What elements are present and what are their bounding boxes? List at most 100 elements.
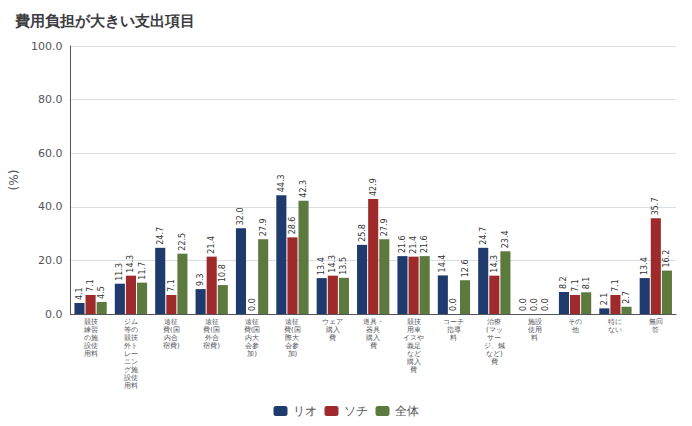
- svg-text:0.0: 0.0: [530, 298, 539, 311]
- svg-text:費用負担が大きい支出項目: 費用負担が大きい支出項目: [14, 12, 195, 30]
- svg-text:ウェア: ウェア: [322, 318, 343, 326]
- svg-text:遠征: 遠征: [285, 318, 299, 326]
- svg-text:費(国: 費(国: [284, 326, 301, 334]
- svg-text:競技: 競技: [84, 318, 98, 326]
- svg-text:42.3: 42.3: [299, 180, 308, 198]
- svg-text:(%): (%): [7, 170, 21, 191]
- svg-text:購入: 購入: [326, 326, 340, 334]
- svg-text:練習: 練習: [83, 326, 98, 334]
- svg-text:25.8: 25.8: [358, 224, 367, 242]
- svg-text:14.3: 14.3: [328, 255, 337, 273]
- svg-text:100.0: 100.0: [31, 40, 63, 53]
- svg-text:器具: 器具: [366, 326, 380, 334]
- svg-text:費: 費: [329, 334, 336, 342]
- svg-text:80.0: 80.0: [38, 93, 63, 106]
- svg-text:ない: ない: [608, 326, 622, 334]
- svg-text:費(国: 費(国: [244, 326, 261, 334]
- svg-text:27.9: 27.9: [259, 218, 268, 236]
- svg-text:遠征: 遠征: [205, 318, 219, 326]
- svg-text:14.3: 14.3: [126, 255, 135, 273]
- svg-text:ジ、鍼: ジ、鍼: [484, 342, 505, 350]
- svg-text:20.0: 20.0: [38, 254, 63, 267]
- svg-text:24.7: 24.7: [479, 227, 488, 245]
- svg-text:4.5: 4.5: [97, 286, 106, 299]
- svg-text:サー: サー: [487, 334, 501, 342]
- svg-text:22.5: 22.5: [178, 233, 187, 251]
- svg-text:競技: 競技: [407, 318, 421, 326]
- svg-text:0.0: 0.0: [248, 298, 257, 311]
- svg-text:治療: 治療: [487, 318, 501, 326]
- svg-text:加): 加): [288, 350, 298, 358]
- svg-text:10.8: 10.8: [218, 264, 227, 282]
- svg-text:8.1: 8.1: [582, 277, 591, 290]
- svg-text:無回: 無回: [649, 318, 663, 326]
- svg-text:外合: 外合: [205, 334, 219, 342]
- svg-text:11.7: 11.7: [138, 262, 147, 280]
- svg-text:遠征: 遠征: [245, 318, 259, 326]
- svg-text:28.6: 28.6: [288, 217, 297, 235]
- svg-text:会参: 会参: [245, 342, 259, 350]
- svg-text:用車: 用車: [407, 326, 421, 334]
- svg-text:道具・: 道具・: [363, 318, 384, 326]
- svg-text:0.0: 0.0: [519, 298, 528, 311]
- svg-text:9.3: 9.3: [196, 273, 205, 286]
- svg-text:16.2: 16.2: [662, 250, 671, 268]
- svg-text:イスや: イスや: [403, 334, 424, 342]
- svg-text:レー: レー: [124, 350, 138, 358]
- svg-text:14.4: 14.4: [438, 255, 447, 273]
- svg-text:費: 費: [491, 358, 498, 366]
- svg-text:2.1: 2.1: [600, 293, 609, 306]
- svg-text:購入: 購入: [366, 334, 380, 342]
- svg-text:競技: 競技: [124, 334, 138, 342]
- svg-text:27.9: 27.9: [380, 218, 389, 236]
- svg-text:際大: 際大: [285, 334, 299, 342]
- svg-text:12.6: 12.6: [461, 259, 470, 277]
- svg-text:ニン: ニン: [124, 358, 138, 366]
- svg-text:0.0: 0.0: [449, 298, 458, 311]
- svg-text:0.0: 0.0: [45, 308, 63, 321]
- svg-text:60.0: 60.0: [38, 147, 63, 160]
- svg-text:44.3: 44.3: [277, 174, 286, 192]
- svg-text:リオ: リオ: [293, 404, 317, 418]
- svg-text:35.7: 35.7: [651, 198, 660, 216]
- svg-text:40.0: 40.0: [38, 200, 63, 213]
- svg-text:遠征: 遠征: [164, 318, 178, 326]
- svg-text:(マッ: (マッ: [486, 326, 503, 334]
- svg-text:特に: 特に: [608, 318, 622, 326]
- svg-text:7.1: 7.1: [571, 279, 580, 292]
- svg-text:23.4: 23.4: [501, 230, 510, 248]
- svg-text:加): 加): [247, 350, 257, 358]
- svg-text:21.6: 21.6: [420, 235, 429, 253]
- svg-text:グ施: グ施: [124, 366, 138, 374]
- svg-text:料: 料: [531, 334, 538, 342]
- svg-text:21.6: 21.6: [398, 235, 407, 253]
- svg-text:8.2: 8.2: [559, 276, 568, 289]
- svg-text:購入: 購入: [407, 358, 421, 366]
- svg-text:答: 答: [652, 326, 659, 334]
- svg-text:設使: 設使: [124, 374, 138, 382]
- svg-text:7.1: 7.1: [611, 279, 620, 292]
- svg-text:内合: 内合: [164, 334, 178, 342]
- svg-text:7.1: 7.1: [167, 279, 176, 292]
- svg-text:費(国: 費(国: [163, 326, 180, 334]
- svg-text:指導: 指導: [446, 326, 461, 334]
- svg-text:宿費): 宿費): [203, 342, 220, 350]
- svg-text:他: 他: [572, 326, 579, 334]
- svg-text:施設: 施設: [528, 318, 542, 326]
- svg-text:13.5: 13.5: [339, 257, 348, 275]
- svg-text:全体: 全体: [395, 404, 419, 418]
- svg-text:その: その: [568, 318, 582, 326]
- svg-text:7.1: 7.1: [86, 279, 95, 292]
- svg-text:外ト: 外ト: [124, 342, 138, 350]
- svg-text:料: 料: [450, 334, 457, 342]
- svg-text:コーチ: コーチ: [443, 318, 464, 326]
- svg-text:14.3: 14.3: [490, 255, 499, 273]
- svg-text:24.7: 24.7: [156, 227, 165, 245]
- svg-text:用料: 用料: [84, 350, 98, 358]
- svg-text:宿費): 宿費): [163, 342, 180, 350]
- svg-text:2.7: 2.7: [622, 291, 631, 304]
- svg-text:32.0: 32.0: [236, 207, 245, 225]
- svg-text:13.4: 13.4: [640, 257, 649, 275]
- svg-text:42.9: 42.9: [369, 178, 378, 196]
- svg-text:21.4: 21.4: [409, 236, 418, 254]
